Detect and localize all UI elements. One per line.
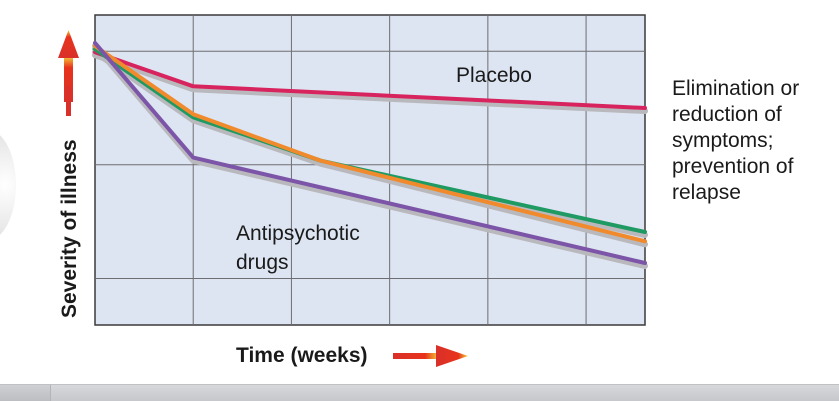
bottom-bar — [0, 384, 839, 401]
drug-2-series-line — [93, 44, 647, 244]
side-note-line: relapse — [672, 181, 741, 204]
side-note-line: prevention of — [672, 155, 794, 178]
annotation-drugs-line1: Antipsychotic — [236, 222, 360, 245]
bottom-bar-segment — [0, 385, 51, 401]
drug-3-series-line — [93, 40, 647, 265]
side-note-line: Elimination or — [672, 77, 800, 100]
chart: Placebo Antipsychotic drugs Severity of … — [58, 14, 648, 367]
x-axis-label: Time (weeks) — [236, 344, 368, 367]
decorative-side-shape — [0, 130, 16, 240]
y-axis-label: Severity of illness — [58, 139, 81, 318]
annotation-placebo: Placebo — [456, 64, 532, 87]
side-note-line: symptoms; — [672, 129, 774, 152]
x-axis-arrow — [393, 345, 468, 367]
annotation-drugs-line2: drugs — [236, 251, 289, 274]
placebo-series-line — [93, 50, 647, 110]
y-axis-label-tail — [66, 86, 71, 116]
side-note-line: reduction of — [672, 103, 782, 126]
y-axis-arrow — [58, 30, 79, 102]
series-group — [92, 40, 648, 269]
side-note: Elimination or reduction of symptoms; pr… — [672, 76, 837, 206]
grid — [95, 15, 645, 325]
